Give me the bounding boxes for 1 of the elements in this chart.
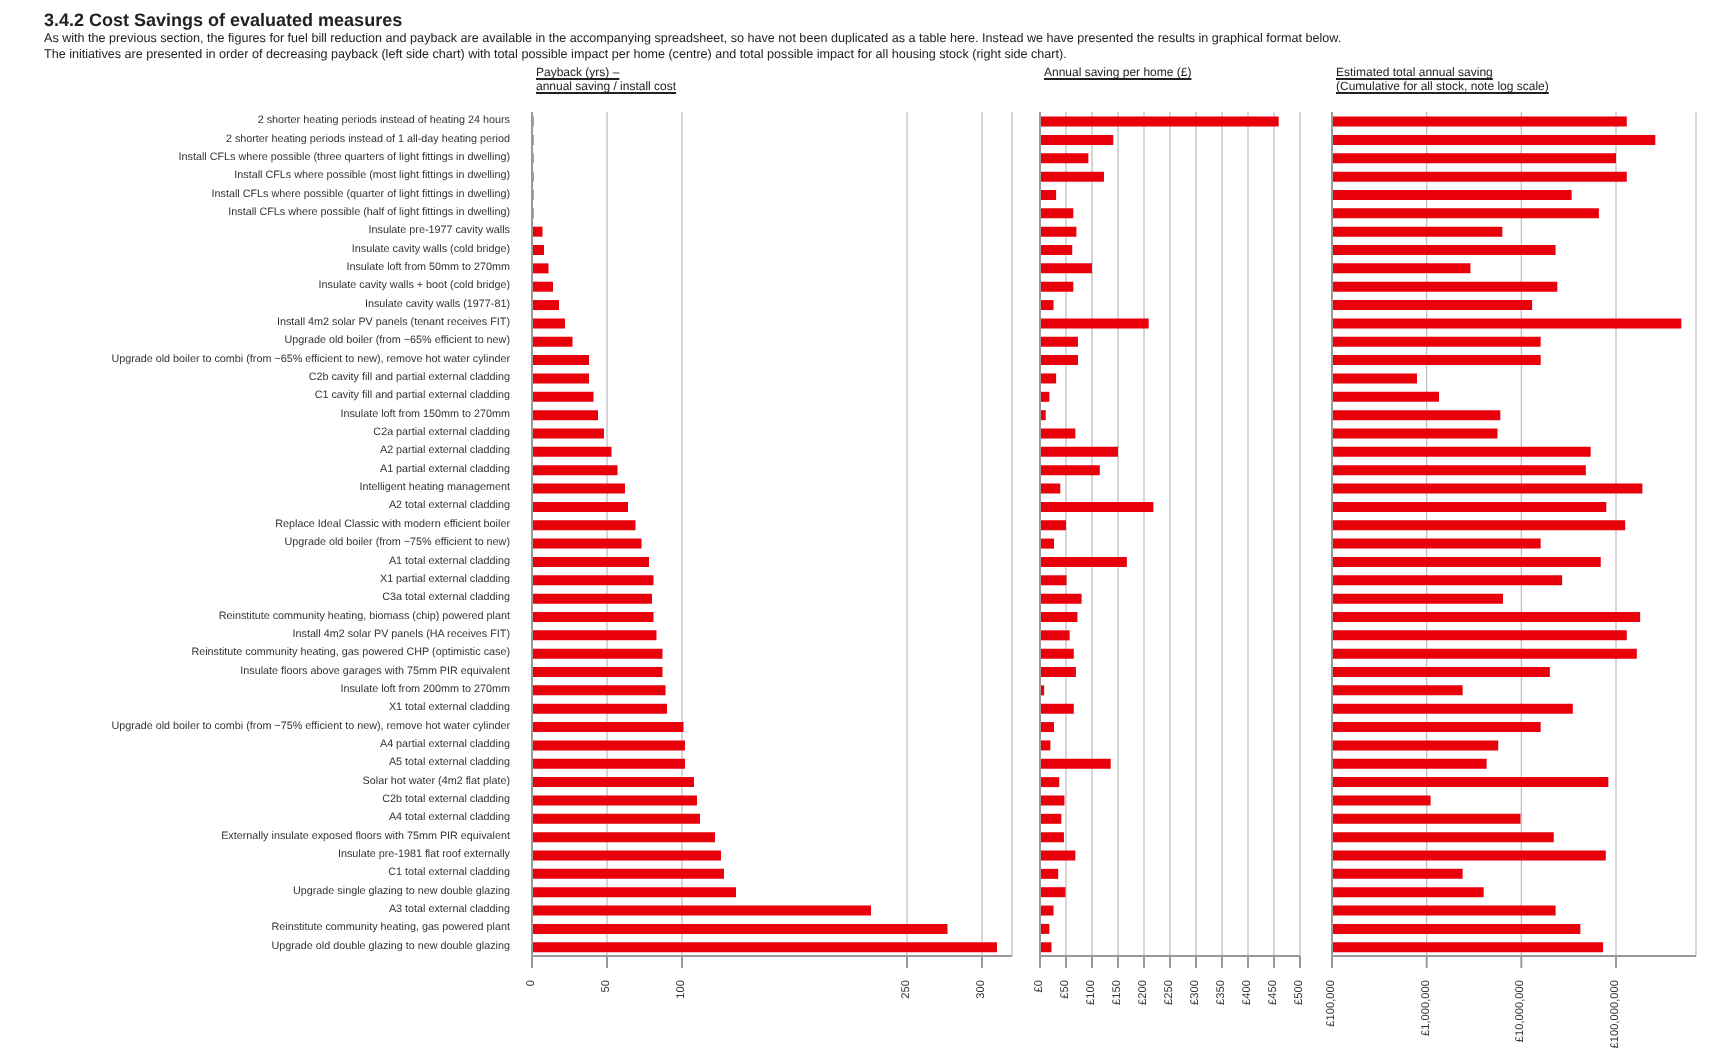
text: 3.4.2 Cost Savings of evaluated measures — [44, 8, 405, 32]
